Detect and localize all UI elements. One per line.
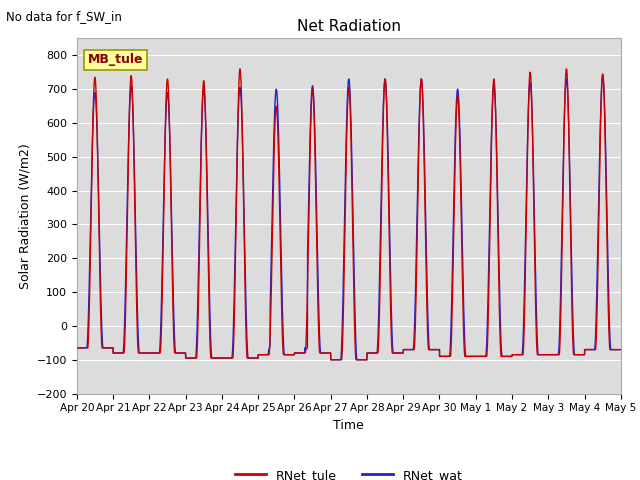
RNet_wat (327, 357, 335, 363)
Line: RNet_tule: RNet_tule (77, 69, 621, 360)
Line: RNet_wat: RNet_wat (77, 76, 621, 360)
RNet_wat (615, 347, 623, 352)
RNet_tule (327, 357, 335, 363)
RNet_wat (501, 353, 509, 359)
RNet_wat (189, 355, 197, 361)
RNet_tule (615, 347, 623, 352)
RNet_tule (189, 355, 197, 361)
RNet_tule (73, 345, 81, 351)
RNet_wat (276, 215, 284, 220)
X-axis label: Time: Time (333, 419, 364, 432)
Legend: RNet_tule, RNet_wat: RNet_tule, RNet_wat (230, 464, 468, 480)
Text: No data for f_SW_in: No data for f_SW_in (6, 10, 122, 23)
RNet_wat (73, 345, 81, 351)
RNet_tule (617, 347, 625, 352)
Title: Net Radiation: Net Radiation (297, 20, 401, 35)
Text: MB_tule: MB_tule (88, 53, 143, 66)
RNet_tule (424, 336, 431, 342)
RNet_wat (424, 313, 431, 319)
RNet_wat (599, 73, 607, 79)
RNet_tule (276, 247, 284, 253)
RNet_wat (184, 355, 191, 361)
RNet_tule (563, 66, 570, 72)
RNet_tule (184, 355, 191, 361)
RNet_wat (617, 347, 625, 352)
Y-axis label: Solar Radiation (W/m2): Solar Radiation (W/m2) (18, 143, 31, 289)
RNet_tule (501, 353, 509, 359)
